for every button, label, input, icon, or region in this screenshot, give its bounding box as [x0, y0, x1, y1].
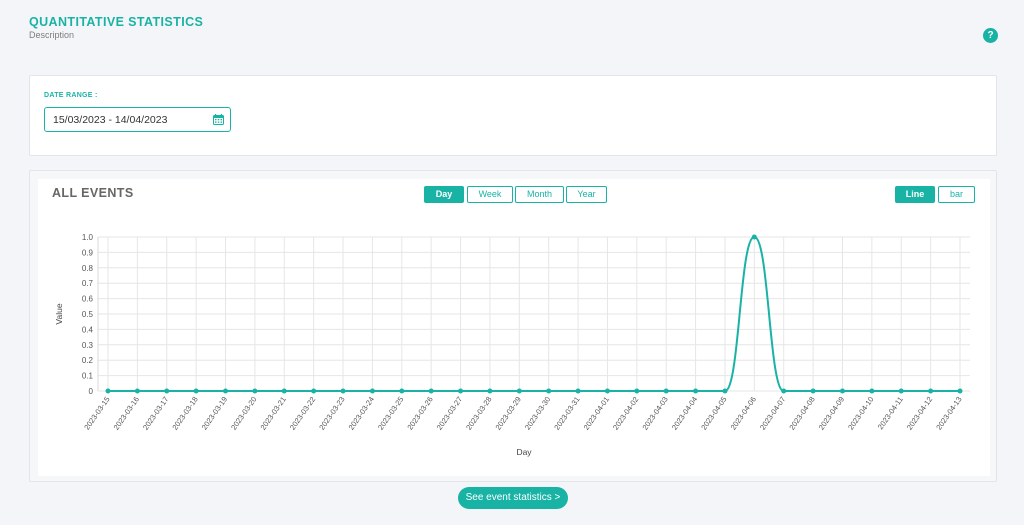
x-tick-label: 2023-03-29 — [494, 395, 523, 432]
x-tick-label: 2023-04-01 — [582, 395, 611, 432]
x-tick-label: 2023-03-19 — [200, 395, 229, 432]
data-point — [957, 388, 963, 394]
data-point — [869, 388, 875, 394]
x-tick-label: 2023-03-31 — [552, 395, 581, 432]
data-point — [898, 388, 904, 394]
y-tick-label: 0.8 — [82, 264, 94, 273]
all-events-card: ALL EVENTS Day Week Month Year Line bar … — [29, 170, 997, 482]
y-axis-label: Value — [54, 303, 64, 324]
chart-panel: ALL EVENTS Day Week Month Year Line bar … — [38, 179, 990, 476]
y-tick-label: 0.5 — [82, 310, 94, 319]
x-tick-label: 2023-03-30 — [523, 395, 552, 432]
y-tick-label: 0.9 — [82, 248, 94, 257]
x-tick-label: 2023-04-07 — [758, 395, 787, 432]
data-point — [340, 388, 346, 394]
help-icon[interactable]: ? — [983, 28, 998, 43]
data-point — [810, 388, 816, 394]
x-tick-label: 2023-03-28 — [464, 395, 493, 432]
chart-type-line[interactable]: Line — [895, 186, 935, 203]
chart-type-bar[interactable]: bar — [938, 186, 975, 203]
y-tick-label: 0.2 — [82, 356, 94, 365]
x-tick-label: 2023-03-25 — [376, 395, 405, 432]
x-tick-label: 2023-04-05 — [699, 395, 728, 432]
page-description: Description — [29, 30, 75, 40]
date-range-label: DATE RANGE : — [44, 92, 98, 99]
x-tick-label: 2023-04-12 — [905, 395, 934, 432]
data-point — [604, 388, 610, 394]
tab-month[interactable]: Month — [515, 186, 564, 203]
x-tick-label: 2023-03-27 — [435, 395, 464, 432]
data-point — [546, 388, 552, 394]
data-point — [223, 388, 229, 394]
x-tick-label: 2023-04-06 — [729, 395, 758, 432]
data-point — [722, 388, 728, 394]
data-point — [487, 388, 493, 394]
page-title: QUANTITATIVE STATISTICS — [29, 15, 204, 29]
tab-week[interactable]: Week — [467, 186, 513, 203]
tab-day[interactable]: Day — [424, 186, 464, 203]
calendar-icon[interactable] — [213, 114, 224, 125]
x-tick-label: 2023-03-26 — [405, 395, 434, 432]
x-tick-label: 2023-03-23 — [317, 395, 346, 432]
data-point — [311, 388, 317, 394]
y-tick-label: 0.6 — [82, 295, 94, 304]
x-axis-label: Day — [516, 447, 532, 457]
date-range-card: DATE RANGE : 15/03/2023 - 14/04/2023 — [29, 75, 997, 156]
all-events-title: ALL EVENTS — [52, 186, 134, 200]
y-tick-label: 0.7 — [82, 279, 94, 288]
x-tick-label: 2023-03-20 — [229, 395, 258, 432]
data-point — [516, 388, 522, 394]
data-point — [751, 234, 757, 240]
tab-year[interactable]: Year — [566, 186, 607, 203]
data-point — [134, 388, 140, 394]
data-point — [164, 388, 170, 394]
data-point — [663, 388, 669, 394]
x-tick-label: 2023-04-02 — [611, 395, 640, 432]
x-tick-label: 2023-03-22 — [288, 395, 317, 432]
x-tick-label: 2023-03-16 — [112, 395, 141, 432]
data-point — [928, 388, 934, 394]
data-point — [693, 388, 699, 394]
x-tick-label: 2023-03-24 — [347, 395, 376, 432]
data-point — [634, 388, 640, 394]
x-tick-label: 2023-03-15 — [82, 395, 111, 432]
y-tick-label: 0.1 — [82, 372, 94, 381]
data-point — [839, 388, 845, 394]
data-point — [252, 388, 258, 394]
date-range-input[interactable]: 15/03/2023 - 14/04/2023 — [44, 107, 231, 132]
x-tick-label: 2023-04-09 — [817, 395, 846, 432]
x-tick-label: 2023-04-08 — [787, 395, 816, 432]
x-tick-label: 2023-03-17 — [141, 395, 170, 432]
x-tick-label: 2023-03-21 — [259, 395, 288, 432]
y-tick-label: 0.4 — [82, 325, 94, 334]
x-tick-label: 2023-04-11 — [876, 395, 905, 431]
data-point — [781, 388, 787, 394]
data-point — [428, 388, 434, 394]
x-tick-label: 2023-04-13 — [934, 395, 963, 432]
y-tick-label: 0.3 — [82, 341, 94, 350]
data-point — [193, 388, 199, 394]
date-range-value: 15/03/2023 - 14/04/2023 — [53, 114, 168, 126]
data-point — [399, 388, 405, 394]
y-tick-label: 1.0 — [82, 233, 94, 242]
events-line-chart: 0 0.1 0.2 0.3 0.4 0.5 0.6 0.7 0.8 0.9 1.0 2023-03-1… — [54, 233, 970, 457]
data-point — [458, 388, 464, 394]
see-event-statistics-button[interactable]: See event statistics > — [458, 487, 568, 509]
y-tick-label: 0 — [89, 387, 94, 396]
x-tick-label: 2023-04-10 — [846, 395, 875, 432]
data-point — [575, 388, 581, 394]
data-point — [281, 388, 287, 394]
data-point — [105, 388, 111, 394]
x-tick-label: 2023-04-03 — [640, 395, 669, 432]
x-tick-label: 2023-04-04 — [670, 395, 699, 432]
data-point — [369, 388, 375, 394]
x-tick-label: 2023-03-18 — [170, 395, 199, 432]
